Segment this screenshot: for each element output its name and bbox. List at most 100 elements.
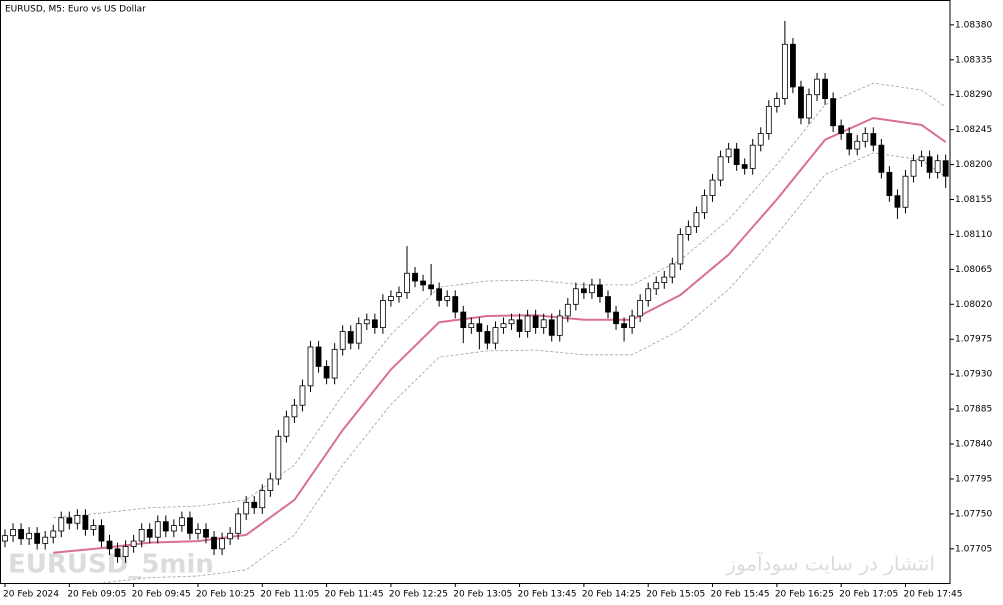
candle-body: [685, 226, 692, 235]
candle-body: [444, 296, 451, 301]
candle-body: [484, 331, 491, 344]
candle-body: [331, 348, 338, 379]
candle-body: [355, 323, 362, 344]
candle-body: [138, 529, 145, 542]
candle-body: [339, 331, 346, 350]
candle-body: [428, 284, 435, 290]
candle-body: [66, 517, 73, 524]
candle-body: [621, 323, 627, 328]
y-tick-label: 1.08380: [955, 20, 992, 30]
candle-body: [211, 536, 217, 550]
candle-body: [396, 292, 402, 297]
candle-body: [613, 311, 619, 325]
x-tick-label: 20 Feb 12:25: [389, 590, 448, 600]
candle-body: [749, 144, 756, 169]
x-tick-label: 20 Feb 09:05: [67, 590, 126, 600]
plot-area: [2, 20, 949, 583]
candle-body: [532, 315, 539, 328]
candle-body: [838, 125, 845, 134]
candle-body: [894, 195, 901, 208]
candle-body: [227, 532, 234, 540]
candle-body: [765, 105, 772, 134]
candle-body: [781, 43, 788, 99]
candle-body: [629, 315, 636, 328]
candle-body: [516, 319, 523, 332]
candle-body: [363, 319, 370, 325]
candle-body: [299, 385, 306, 406]
candle-body: [669, 263, 676, 278]
y-tick-label: 1.08245: [955, 125, 992, 135]
candle-body: [910, 160, 917, 177]
candle-body: [757, 133, 764, 146]
candle-body: [540, 319, 547, 328]
candle-body: [74, 515, 81, 524]
x-tick-label: 20 Feb 13:45: [518, 590, 577, 600]
y-tick-label: 1.07885: [955, 405, 992, 415]
candle-body: [886, 171, 893, 197]
candle-body: [741, 164, 748, 169]
candle-body: [605, 296, 611, 313]
candle-body: [114, 548, 121, 558]
y-tick-label: 1.07705: [955, 544, 992, 554]
candle-body: [709, 179, 716, 197]
candle-body: [492, 327, 499, 344]
candle-body: [243, 501, 250, 515]
candle-body: [90, 525, 97, 530]
y-tick-label: 1.07750: [955, 509, 992, 519]
candle-body: [862, 133, 869, 142]
candle-body: [371, 319, 378, 328]
candle-body: [187, 517, 193, 534]
envelope-band: [97, 152, 946, 583]
candle-body: [34, 532, 41, 544]
candle-body: [436, 288, 443, 301]
candle-body: [460, 311, 467, 328]
candle-body: [50, 530, 57, 538]
candle-body: [830, 98, 837, 127]
candle-body: [661, 276, 668, 283]
chart-title: EURUSD, M5: Euro vs US Dollar: [5, 5, 146, 15]
candle-body: [597, 284, 603, 297]
x-tick-label: 20 Feb 17:05: [839, 590, 898, 600]
candle-body: [42, 536, 49, 544]
candle-body: [902, 175, 909, 208]
candle-body: [637, 300, 644, 317]
candle-body: [452, 296, 459, 313]
x-tick-label: 20 Feb 2024: [3, 590, 59, 600]
candle-body: [10, 529, 16, 537]
candle-body: [259, 490, 266, 509]
candle-body: [773, 98, 780, 107]
candle-body: [854, 140, 861, 150]
y-tick-label: 1.07840: [955, 440, 992, 450]
x-tick-label: 20 Feb 15:05: [646, 590, 705, 600]
candle-body: [26, 532, 33, 540]
y-tick-label: 1.07795: [955, 474, 992, 484]
candle-body: [942, 160, 949, 177]
candle-body: [926, 156, 933, 173]
watermark: EURUSD_5min: [8, 550, 214, 580]
candle-body: [878, 144, 885, 173]
candle-body: [2, 535, 8, 542]
candle-body: [170, 525, 177, 532]
candle-body: [130, 540, 137, 547]
candle-body: [653, 282, 660, 290]
envelope-band: [53, 82, 946, 519]
candle-body: [508, 319, 515, 325]
x-tick-label: 20 Feb 10:25: [196, 590, 255, 600]
candle-body: [98, 525, 105, 542]
candle-body: [178, 517, 185, 526]
candle-body: [564, 303, 571, 317]
candle-body: [677, 234, 684, 265]
x-tick-label: 20 Feb 09:45: [132, 590, 191, 600]
watermark: انتشار در سایت سودآموز: [725, 551, 935, 576]
candle-body: [556, 315, 563, 336]
candle-body: [733, 148, 740, 165]
candle-body: [146, 529, 153, 538]
candle-body: [291, 404, 298, 418]
candle-body: [822, 78, 828, 99]
candle-body: [412, 272, 418, 282]
candle-body: [701, 195, 708, 214]
y-tick-label: 1.07930: [955, 370, 992, 380]
x-tick-label: 20 Feb 13:05: [453, 590, 512, 600]
candle-body: [283, 416, 290, 437]
